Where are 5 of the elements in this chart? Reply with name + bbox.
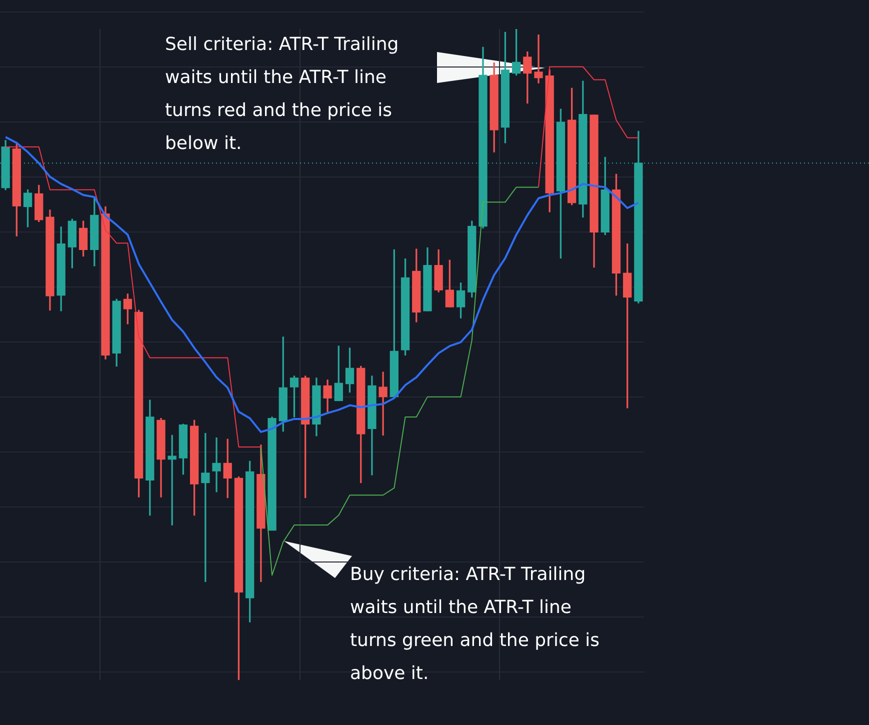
candlestick <box>212 438 221 492</box>
annotation: Buy criteria: ATR-T Trailing waits until the ATR-T line turns green and the price is above it. <box>350 563 601 686</box>
candlestick <box>378 372 388 436</box>
annotation: Sell criteria: ATR-T Trailing waits until the ATR-T line turns red and the price is below it. <box>165 33 400 156</box>
candlestick <box>534 34 543 84</box>
